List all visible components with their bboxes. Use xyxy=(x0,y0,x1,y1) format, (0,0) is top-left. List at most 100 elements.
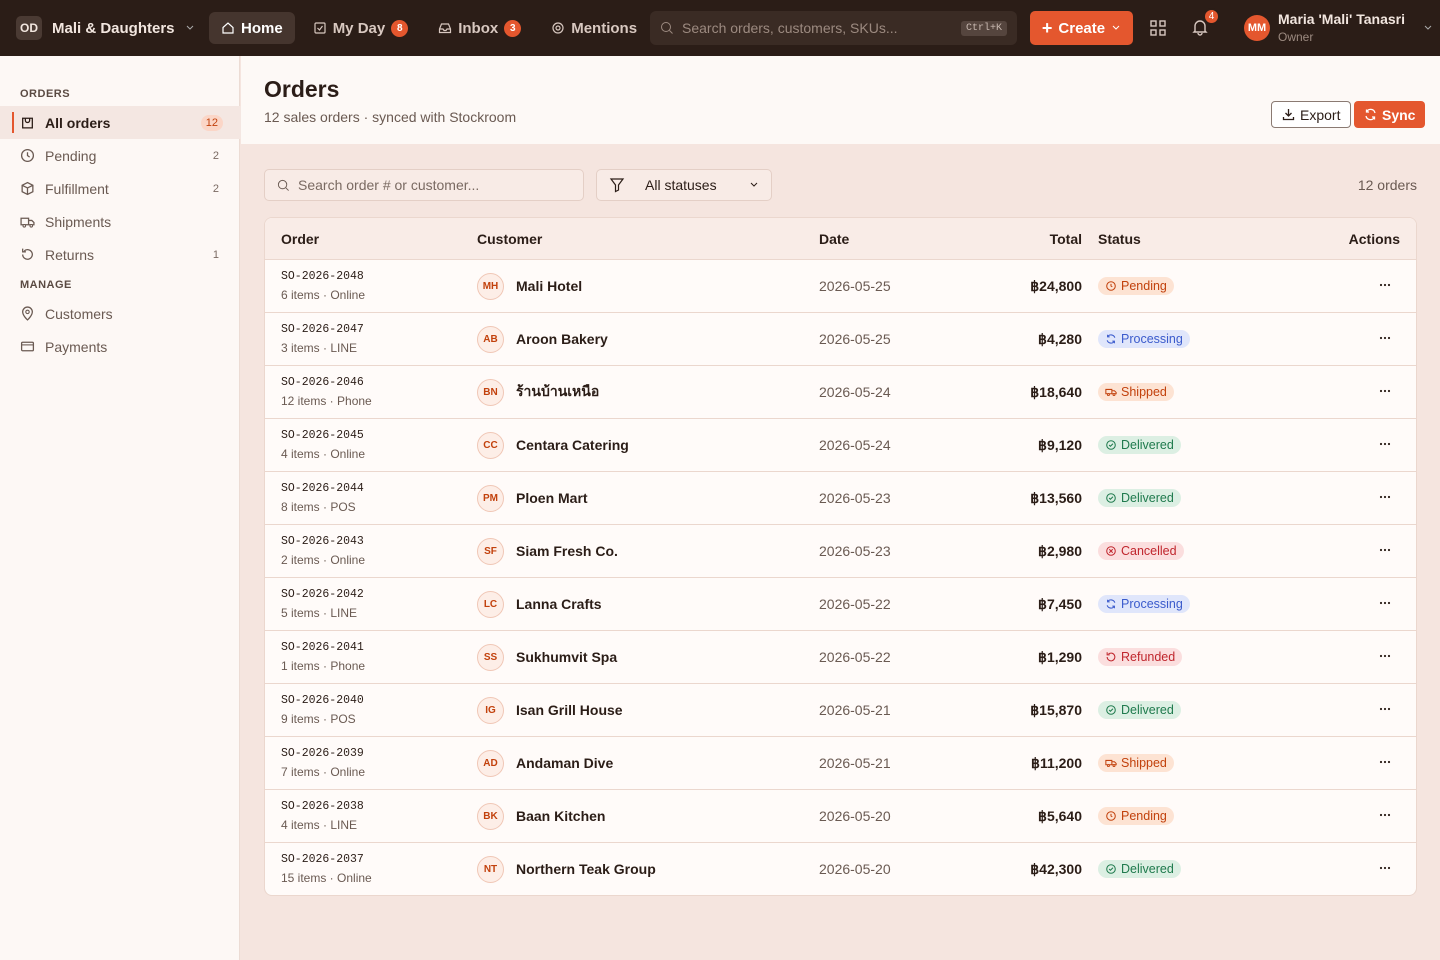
order-row[interactable]: SO-2026-2040 9 items · POS IG Isan Grill Ho… xyxy=(265,683,1416,736)
status-pill: Processing xyxy=(1098,595,1190,613)
row-actions[interactable] xyxy=(1378,332,1392,348)
customer-name: Aroon Bakery xyxy=(516,331,608,347)
nav-item[interactable]: My Day 8 xyxy=(301,12,421,44)
order-id: SO-2026-2048 xyxy=(281,270,364,283)
icon xyxy=(1379,283,1391,286)
order-row[interactable]: SO-2026-2047 3 items · LINE AB Aroon Bakery… xyxy=(265,312,1416,365)
search-placeholder: Search orders, customers, SKUs... xyxy=(682,20,898,36)
customer-initials: BK xyxy=(477,802,504,830)
actions-cell xyxy=(1320,437,1400,454)
row-actions[interactable] xyxy=(1378,279,1392,295)
topbar: OD Mali & Daughters Home My Day 8 Inbox 3 Ment… xyxy=(0,0,1440,56)
create-button[interactable]: + Create xyxy=(1030,11,1133,45)
icon xyxy=(1106,705,1116,715)
order-date: 2026-05-25 xyxy=(819,278,891,294)
status-cell: Shipped xyxy=(1082,754,1320,772)
sync-button[interactable]: Sync xyxy=(1354,101,1426,128)
status-label: Delivered xyxy=(1121,703,1174,717)
order-date: 2026-05-23 xyxy=(819,543,891,559)
order-row[interactable]: SO-2026-2041 1 items · Phone SS Sukhumvit S… xyxy=(265,630,1416,683)
export-button[interactable]: Export xyxy=(1271,101,1352,128)
orders-table: Order Customer Date Total Status Actions SO-20… xyxy=(264,217,1417,896)
user-menu[interactable]: MM Maria 'Mali' Tanasri Owner xyxy=(1244,11,1433,44)
row-actions[interactable] xyxy=(1378,756,1392,772)
actions-cell xyxy=(1320,278,1400,295)
nav-item[interactable]: Home xyxy=(209,12,295,44)
order-row[interactable]: SO-2026-2043 2 items · Online SF Siam Fresh… xyxy=(265,524,1416,577)
icon xyxy=(1106,440,1116,450)
sidebar-item[interactable]: Fulfillment 2 xyxy=(0,172,239,205)
sidebar-item[interactable]: Customers xyxy=(0,297,239,330)
row-actions[interactable] xyxy=(1378,544,1392,560)
customer-cell: BN ร้านบ้านเหนือ xyxy=(477,378,819,406)
status-cell: Delivered xyxy=(1082,860,1320,878)
apps-icon[interactable] xyxy=(1150,20,1166,36)
status-filter[interactable]: All statuses xyxy=(596,169,772,201)
order-cell: SO-2026-2045 4 items · Online xyxy=(281,429,477,461)
order-meta: 6 items · Online xyxy=(281,288,366,302)
row-actions[interactable] xyxy=(1378,703,1392,719)
order-row[interactable]: SO-2026-2037 15 items · Online NT Northern … xyxy=(265,842,1416,895)
status-cell: Delivered xyxy=(1082,701,1320,719)
row-actions[interactable] xyxy=(1378,809,1392,825)
notification-badge: 4 xyxy=(1203,8,1220,25)
nav-item[interactable]: Inbox 3 xyxy=(426,12,533,44)
sidebar-count: 2 xyxy=(212,182,219,195)
order-row[interactable]: SO-2026-2045 4 items · Online CC Centara Ca… xyxy=(265,418,1416,471)
customer-cell: SF Siam Fresh Co. xyxy=(477,537,819,565)
notifications[interactable]: 4 xyxy=(1191,8,1220,40)
order-meta: 2 items · Online xyxy=(281,553,366,567)
order-meta: 8 items · POS xyxy=(281,500,356,514)
order-meta: 7 items · Online xyxy=(281,765,366,779)
row-actions[interactable] xyxy=(1378,491,1392,507)
sidebar-label: Shipments xyxy=(45,213,112,230)
status-label: Cancelled xyxy=(1121,544,1177,558)
order-search[interactable]: Search order # or customer... xyxy=(264,169,584,201)
order-row[interactable]: SO-2026-2048 6 items · Online MH Mali Hotel… xyxy=(265,259,1416,312)
actions-cell xyxy=(1320,861,1400,878)
nav: Home My Day 8 Inbox 3 Mentions xyxy=(209,12,649,44)
order-cell: SO-2026-2038 4 items · LINE xyxy=(281,800,477,832)
order-row[interactable]: SO-2026-2044 8 items · POS PM Ploen Mart 202… xyxy=(265,471,1416,524)
customer-name: Centara Catering xyxy=(516,437,629,453)
order-total: ฿42,300 xyxy=(1030,860,1082,877)
org-switcher[interactable]: OD Mali & Daughters xyxy=(16,16,209,40)
order-row[interactable]: SO-2026-2042 5 items · LINE LC Lanna Crafts… xyxy=(265,577,1416,630)
row-actions[interactable] xyxy=(1378,650,1392,666)
customer-name: Sukhumvit Spa xyxy=(516,649,618,665)
page-subtitle: 12 sales orders · synced with Stockroom xyxy=(264,109,517,125)
order-id: SO-2026-2042 xyxy=(281,588,364,601)
customer-initials: IG xyxy=(477,696,504,724)
icon xyxy=(1106,652,1116,662)
sidebar-item[interactable]: Pending 2 xyxy=(0,139,239,172)
status-label: Processing xyxy=(1121,597,1183,611)
row-actions[interactable] xyxy=(1378,385,1392,401)
nav-badge: 8 xyxy=(391,19,409,37)
nav-item[interactable]: Mentions xyxy=(539,12,649,44)
sidebar-item[interactable]: Shipments xyxy=(0,205,239,238)
sidebar-item[interactable]: Returns 1 xyxy=(0,238,239,271)
order-id: SO-2026-2046 xyxy=(281,376,364,389)
sidebar-item[interactable]: Payments xyxy=(0,330,239,363)
actions-cell xyxy=(1320,649,1400,666)
org-name: Mali & Daughters xyxy=(52,19,175,37)
row-actions[interactable] xyxy=(1378,597,1392,613)
row-actions[interactable] xyxy=(1378,438,1392,454)
order-total: ฿7,450 xyxy=(1038,595,1082,612)
status-cell: Processing xyxy=(1082,330,1320,348)
global-search[interactable]: Search orders, customers, SKUs... Ctrl+K xyxy=(650,11,1017,45)
order-id: SO-2026-2047 xyxy=(281,323,364,336)
order-row[interactable]: SO-2026-2039 7 items · Online AD Andaman Di… xyxy=(265,736,1416,789)
actions-cell xyxy=(1320,490,1400,507)
status-label: Shipped xyxy=(1121,756,1167,770)
sidebar-count: 12 xyxy=(200,114,223,131)
customer-cell: LC Lanna Crafts xyxy=(477,590,819,618)
row-actions[interactable] xyxy=(1378,862,1392,878)
customer-name: Ploen Mart xyxy=(516,490,588,506)
sidebar-item[interactable]: All orders 12 xyxy=(0,106,251,139)
icon xyxy=(1379,654,1391,657)
order-row[interactable]: SO-2026-2046 12 items · Phone BN ร้านบ้านเห… xyxy=(265,365,1416,418)
order-row[interactable]: SO-2026-2038 4 items · LINE BK Baan Kitchen… xyxy=(265,789,1416,842)
status-pill: Shipped xyxy=(1098,754,1174,772)
